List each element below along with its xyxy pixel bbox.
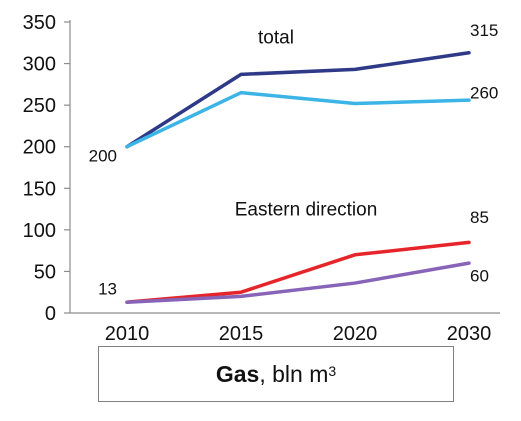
chart-annotation: 13 <box>98 280 117 299</box>
y-tick-label: 300 <box>23 54 56 76</box>
y-tick-label: 100 <box>23 220 56 242</box>
chart-annotation: 85 <box>470 208 489 227</box>
y-tick-label: 200 <box>23 137 56 159</box>
chart-annotation: 315 <box>470 21 498 40</box>
chart: 0 50 100 150 200 250 300 350 2010 2015 2020 2030 to… <box>23 12 500 340</box>
chart-annotation: 60 <box>470 266 489 285</box>
x-tick-label: 2030 <box>447 323 492 340</box>
x-tick-label: 2015 <box>219 323 264 340</box>
series-line-1 <box>125 90 471 149</box>
chart-annotation: total <box>258 28 294 49</box>
y-tick-label: 250 <box>23 95 56 117</box>
x-tick-label: 2020 <box>333 323 378 340</box>
caption-rest: , bln m <box>259 360 329 387</box>
chart-annotation: Eastern direction <box>235 200 378 221</box>
axes: 0 50 100 150 200 250 300 350 2010 2015 2020 2030 <box>23 12 500 340</box>
caption-bold: Gas <box>215 360 260 387</box>
y-tick-label: 50 <box>34 261 56 283</box>
y-tick-label: 0 <box>45 303 56 325</box>
y-tick-label: 150 <box>23 178 56 200</box>
caption-sup: 3 <box>328 363 337 379</box>
chart-annotation: 260 <box>470 83 498 102</box>
series-layer <box>125 51 471 304</box>
chart-annotation: 200 <box>89 147 117 166</box>
series-line-0 <box>125 51 471 149</box>
labels-layer: total Eastern direction 315 260 200 85 60 13 <box>89 21 499 299</box>
y-tick-label: 350 <box>23 12 56 34</box>
series-line-2 <box>125 240 471 304</box>
x-tick-label: 2010 <box>105 323 150 340</box>
series-line-3 <box>125 261 471 304</box>
